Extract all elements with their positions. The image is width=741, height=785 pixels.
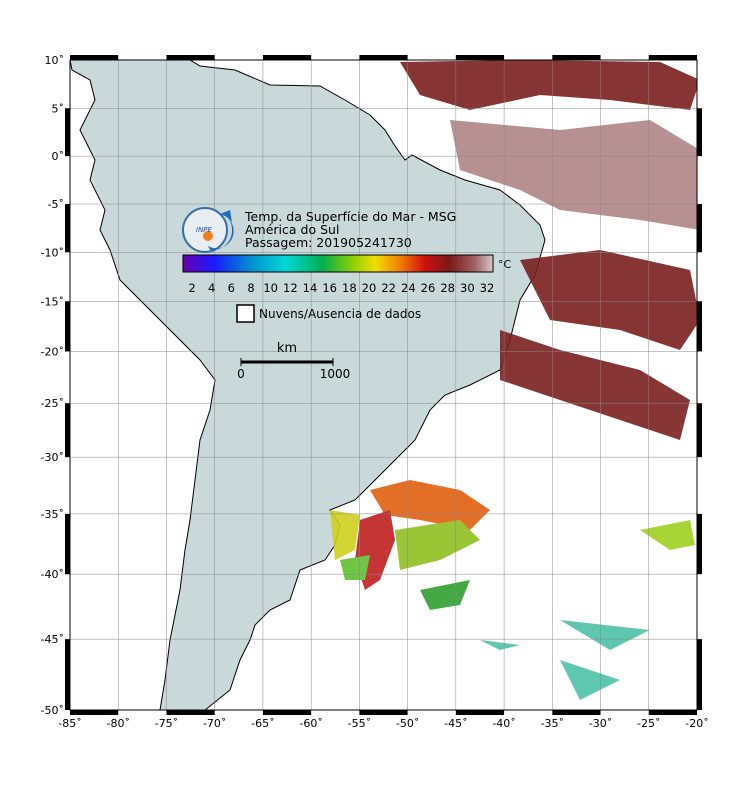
border-segment <box>166 55 215 60</box>
sst-patches <box>330 60 697 700</box>
graticule <box>70 60 697 710</box>
lon-label: -65˚ <box>251 717 274 730</box>
border-segment <box>455 710 505 715</box>
lat-label: -5˚ <box>48 198 64 211</box>
map-area <box>70 60 697 710</box>
border-segment <box>697 108 702 157</box>
colorbar-tick-label: 14 <box>303 281 318 295</box>
lat-label: -35˚ <box>41 508 64 521</box>
border-segment <box>65 301 70 352</box>
border-segment <box>262 55 312 60</box>
lon-label: -35˚ <box>541 717 564 730</box>
colorbar-tick-label: 8 <box>247 281 254 295</box>
lat-label: -50˚ <box>41 704 64 717</box>
border-segment <box>648 710 697 715</box>
lat-label: 10˚ <box>45 54 65 67</box>
colorbar-tick-label: 20 <box>362 281 377 295</box>
border-segment <box>65 513 70 575</box>
logo-text: INPE <box>196 226 213 234</box>
border-segment <box>552 55 601 60</box>
colorbar-tick-label: 26 <box>421 281 436 295</box>
legend-label: Nuvens/Ausencia de dados <box>259 307 421 321</box>
lat-label: -15˚ <box>41 295 64 308</box>
scale-end: 1000 <box>320 367 351 381</box>
border-segment <box>65 204 70 253</box>
border-segment <box>65 403 70 458</box>
pass-time: Passagem: 201905241730 <box>245 235 412 250</box>
colorbar-tick-label: 32 <box>480 281 495 295</box>
lon-label: -60˚ <box>299 717 322 730</box>
border-segment <box>697 639 702 710</box>
frame-border <box>65 55 702 715</box>
border-segment <box>65 108 70 157</box>
border-segment <box>552 710 601 715</box>
legend-box <box>236 304 255 323</box>
colorbar-ticks: 2 4 6 8 10 12 14 16 18 20 22 24 26 28 30 32 <box>188 281 494 295</box>
colorbar-tick-label: 10 <box>263 281 278 295</box>
border-segment <box>455 55 505 60</box>
border-segment <box>65 639 70 710</box>
colorbar-tick-label: 12 <box>283 281 298 295</box>
lat-label: 0˚ <box>52 150 65 163</box>
lon-label: -40˚ <box>492 717 515 730</box>
border-segment <box>70 710 119 715</box>
lon-label: -45˚ <box>444 717 467 730</box>
logo-dot <box>203 231 213 241</box>
lon-label: -85˚ <box>58 717 81 730</box>
border-segment <box>359 710 408 715</box>
colorbar-tick-label: 28 <box>440 281 455 295</box>
lon-label: -75˚ <box>155 717 178 730</box>
lon-label: -55˚ <box>348 717 371 730</box>
lon-label: -70˚ <box>203 717 226 730</box>
colorbar-tick-label: 18 <box>342 281 357 295</box>
lat-label: -20˚ <box>41 345 64 358</box>
colorbar-tick-label: 22 <box>381 281 396 295</box>
border-segment <box>648 55 697 60</box>
logo-circle <box>182 207 228 253</box>
colorbar-tick-label: 2 <box>188 281 195 295</box>
lat-label: -40˚ <box>41 568 64 581</box>
colorbar-tick-label: 24 <box>401 281 416 295</box>
lon-label: -20˚ <box>685 717 708 730</box>
border-segment <box>166 710 215 715</box>
lat-label: -10˚ <box>41 246 64 259</box>
axis-labels: -85˚ -80˚ -75˚ -70˚ -65˚ -60˚ -55˚ -50˚ -45˚ -40˚… <box>41 54 709 730</box>
lat-label: -25˚ <box>41 397 64 410</box>
scale-start: 0 <box>237 367 245 381</box>
lat-label: -30˚ <box>41 451 64 464</box>
subtitle: América do Sul <box>245 222 339 237</box>
lon-label: -80˚ <box>106 717 129 730</box>
lon-label: -30˚ <box>589 717 612 730</box>
colorbar-tick-label: 4 <box>208 281 215 295</box>
colorbar-tick-label: 16 <box>322 281 337 295</box>
colorbar <box>182 254 494 273</box>
lon-label: -50˚ <box>396 717 419 730</box>
colorbar-tick-label: 6 <box>228 281 235 295</box>
border-segment <box>70 55 119 60</box>
border-segment <box>359 55 408 60</box>
title: Temp. da Superfície do Mar - MSG <box>244 209 456 224</box>
logo: INPE <box>182 207 234 253</box>
lat-label: -45˚ <box>41 633 64 646</box>
border-segment <box>262 710 312 715</box>
colorbar-unit: °C <box>498 258 512 271</box>
border-segment <box>697 513 702 575</box>
colorbar-tick-label: 30 <box>460 281 475 295</box>
border-segment <box>697 301 702 352</box>
scale-unit: km <box>277 341 297 356</box>
border-segment <box>697 403 702 458</box>
lat-label: 5˚ <box>52 102 65 115</box>
lon-label: -25˚ <box>637 717 660 730</box>
border-segment <box>697 204 702 253</box>
scale-bar: km 0 1000 <box>237 341 350 381</box>
